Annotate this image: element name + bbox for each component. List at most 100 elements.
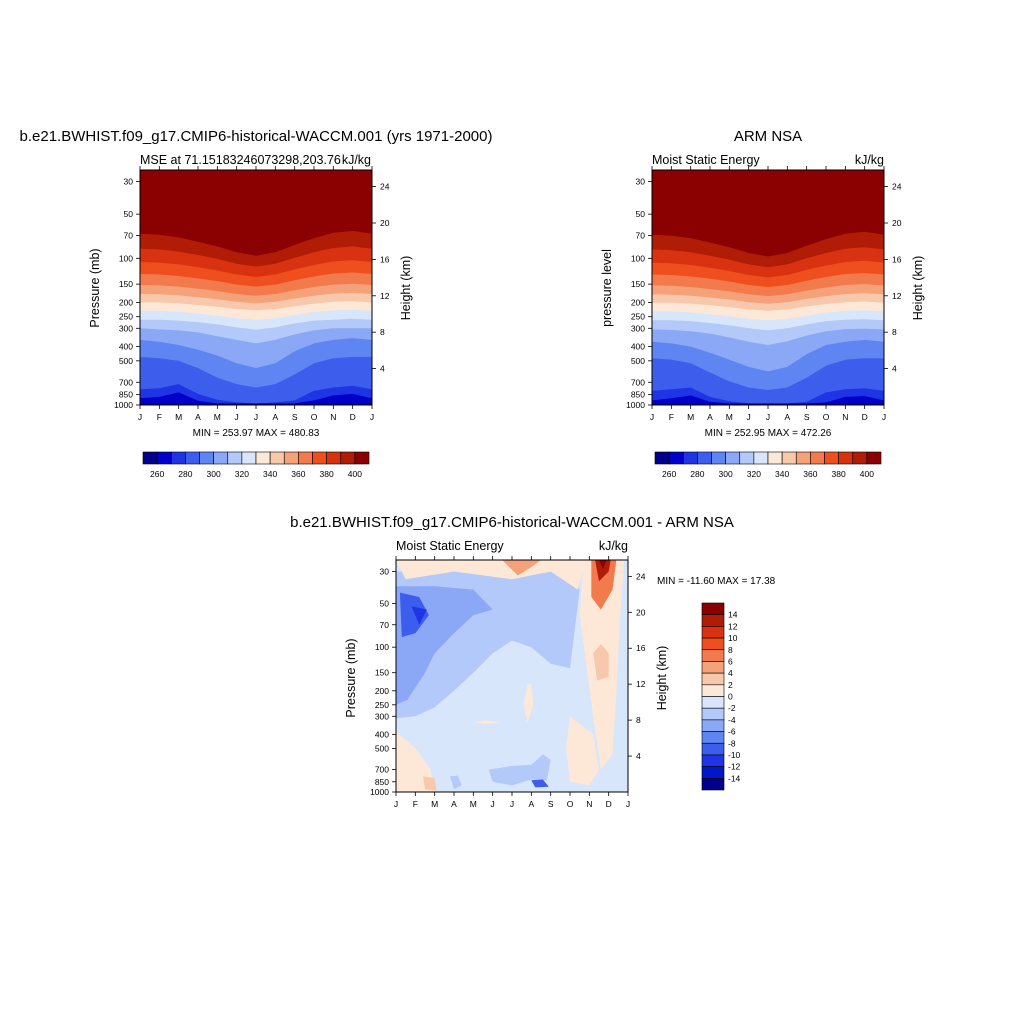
height-tick-label: 12 [380,291,390,301]
x-tick-label: J [370,412,374,422]
colorbar-swatch [199,451,214,465]
colorbar-swatch [781,451,797,465]
panel3-ylabel-right: Height (km) [655,646,669,711]
colorbar-label: 380 [832,469,846,479]
x-tick-label: J [491,799,495,809]
panel1-title: b.e21.BWHIST.f09_g17.CMIP6-historical-WA… [20,128,493,145]
colorbar-swatch [824,451,839,465]
height-tick-label: 24 [892,182,902,192]
colorbar-swatch [701,731,725,744]
colorbar-swatch [701,602,725,615]
panel3-ylabel: Pressure (mb) [344,638,358,717]
y-tick-label: 700 [119,377,133,387]
height-tick-label: 12 [636,679,646,689]
diff-low-pos [566,716,599,786]
y-tick-label: 200 [119,297,133,307]
x-tick-label: M [214,412,221,422]
y-tick-label: 500 [119,356,133,366]
colorbar-label: 14 [728,610,738,620]
height-tick-label: 8 [892,327,897,337]
panel2-ylabel: pressure level [600,249,614,327]
colorbar-swatch [213,451,229,465]
panel2-contour-field [652,170,884,405]
colorbar-swatch [185,451,200,465]
x-tick-label: M [431,799,438,809]
height-tick-label: 16 [380,254,390,264]
panel3-stats: MIN = -11.60 MAX = 17.38 [657,576,776,587]
panel-model: b.e21.BWHIST.f09_g17.CMIP6-historical-WA… [20,128,493,479]
diff-tongue-12 [595,560,611,582]
colorbar-swatch [668,451,684,465]
height-tick-label: 24 [380,182,390,192]
y-tick-label: 300 [631,323,645,333]
colorbar-swatch [866,451,882,465]
panel1-stats: MIN = 253.97 MAX = 480.83 [193,428,320,439]
y-tick-label: 700 [631,377,645,387]
y-tick-label: 250 [119,312,133,322]
x-tick-label: J [138,412,142,422]
x-tick-label: A [528,799,534,809]
colorbar-swatch [241,451,257,465]
y-tick-label: 30 [380,566,390,576]
y-tick-label: 150 [375,668,389,678]
height-tick-label: 20 [892,218,902,228]
y-tick-label: 400 [631,342,645,352]
panel3-contour-field [396,560,628,792]
height-tick-label: 8 [380,327,385,337]
panel2-title: ARM NSA [734,128,802,145]
x-tick-label: O [567,799,574,809]
colorbar-swatch [340,451,356,465]
x-tick-label: M [470,799,477,809]
colorbar-swatch [701,661,725,674]
y-tick-label: 200 [631,297,645,307]
y-tick-label: 50 [380,599,390,609]
y-tick-label: 150 [119,279,133,289]
panel2-colorbar: 260 280 300 320 340 360 380 400 [654,451,882,479]
y-tick-label: 300 [119,323,133,333]
colorbar-swatch [312,451,327,465]
colorbar-label: -2 [728,703,736,713]
height-tick-label: 4 [636,751,641,761]
colorbar-label: 260 [150,469,164,479]
colorbar-swatch [701,778,725,791]
colorbar-label: 4 [728,668,733,678]
x-tick-label: F [157,412,162,422]
diff-tongue-14 [599,560,607,570]
y-tick-label: 700 [375,765,389,775]
colorbar-label: 320 [747,469,761,479]
y-tick-label: 100 [375,642,389,652]
colorbar-swatch [142,451,158,465]
colorbar-swatch [170,451,186,465]
colorbar-label: 0 [728,692,733,702]
x-tick-label: A [784,412,790,422]
y-tick-label: 1000 [626,400,645,410]
y-tick-label: 500 [375,743,389,753]
x-tick-label: J [882,412,886,422]
diff-tongue-2 [593,644,609,681]
y-tick-label: 300 [375,711,389,721]
colorbar-swatch [795,451,811,465]
x-tick-label: N [842,412,848,422]
panel1-subtitle-right: kJ/kg [342,153,371,167]
y-tick-label: 50 [636,209,646,219]
colorbar-label: 360 [803,469,817,479]
y-tick-label: 1000 [114,400,133,410]
x-tick-label: A [195,412,201,422]
height-tick-label: 4 [380,364,385,374]
y-tick-label: 200 [375,686,389,696]
x-tick-label: M [175,412,182,422]
height-tick-label: 4 [892,364,897,374]
colorbar-swatch [725,451,741,465]
height-tick-label: 12 [892,291,902,301]
panel2-ylabel-right: Height (km) [911,256,925,321]
colorbar-swatch [838,451,854,465]
height-tick-label: 8 [636,715,641,725]
height-tick-label: 20 [636,607,646,617]
colorbar-label: -4 [728,715,736,725]
colorbar-swatch [701,707,725,721]
panel2-stats: MIN = 252.95 MAX = 472.26 [705,428,832,439]
diff-low-neg2 [450,775,462,790]
colorbar-label: 380 [320,469,334,479]
